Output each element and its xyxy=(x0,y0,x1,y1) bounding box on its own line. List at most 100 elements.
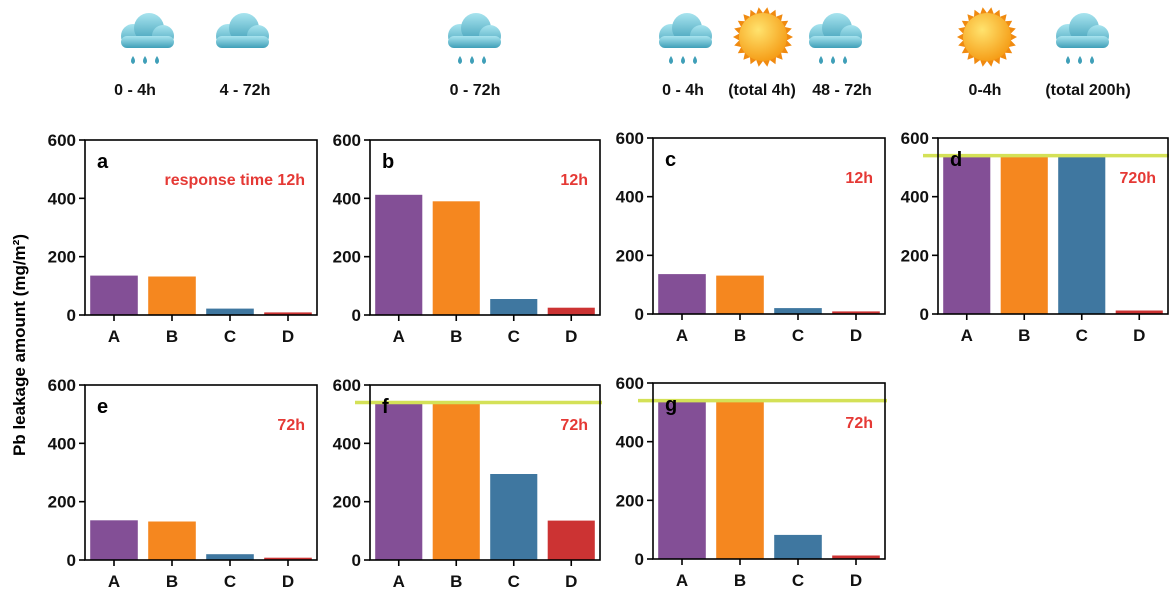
y-tick-label: 400 xyxy=(616,188,644,207)
chart-panel-c: 0 200 400 600 A B C Dc 12h xyxy=(616,129,886,345)
bar-D xyxy=(832,555,880,559)
x-tick-label: A xyxy=(961,326,973,345)
bar-B xyxy=(1000,155,1048,314)
x-tick-label: A xyxy=(393,327,405,346)
plot-frame xyxy=(652,137,886,315)
bar-B xyxy=(148,521,196,560)
y-tick-label: 200 xyxy=(48,493,76,512)
y-tick-label: 400 xyxy=(333,434,361,453)
y-tick-label: 200 xyxy=(901,246,929,265)
x-tick-label: A xyxy=(108,572,120,591)
response-time-label: response time 12h xyxy=(165,172,306,189)
panel-label: c xyxy=(665,149,676,171)
cloud-icon xyxy=(216,13,269,48)
bar-B xyxy=(716,275,764,314)
panel-label: e xyxy=(97,396,108,418)
bar-C xyxy=(774,534,822,559)
sun-icon xyxy=(957,7,1017,67)
x-tick-label: C xyxy=(224,327,236,346)
condition-label: 0-4h xyxy=(969,82,1002,99)
y-tick-label: 600 xyxy=(901,129,929,148)
bar-charts: 0 200 400 600 A B C Da response time 12h 0 200 400 6… xyxy=(48,129,1169,591)
chart-panel-f: 0 200 400 600 A B C Df 72h xyxy=(333,376,602,591)
y-tick-label: 200 xyxy=(616,246,644,265)
x-tick-label: C xyxy=(792,571,804,590)
panel-label: f xyxy=(382,396,389,418)
x-tick-label: B xyxy=(1018,326,1030,345)
chart-panel-e: 0 200 400 600 A B C De 72h xyxy=(48,376,318,591)
bar-D xyxy=(832,311,880,314)
y-tick-label: 0 xyxy=(635,305,644,324)
condition-label: 0 - 4h xyxy=(114,82,156,99)
y-tick-label: 400 xyxy=(48,434,76,453)
condition-label: 4 - 72h xyxy=(220,82,271,99)
y-tick-label: 400 xyxy=(48,189,76,208)
x-tick-label: D xyxy=(282,572,294,591)
x-tick-label: B xyxy=(734,326,746,345)
condition-label: (total 4h) xyxy=(728,82,796,99)
plot-frame xyxy=(84,139,318,316)
chart-panel-a: 0 200 400 600 A B C Da response time 12h xyxy=(48,131,318,346)
bar-B xyxy=(148,276,196,315)
x-tick-label: D xyxy=(282,327,294,346)
x-tick-label: D xyxy=(565,327,577,346)
x-tick-label: B xyxy=(166,327,178,346)
y-tick-label: 600 xyxy=(333,131,361,150)
y-tick-label: 600 xyxy=(48,131,76,150)
y-axis-label: Pb leakage amount (mg/m²) xyxy=(10,234,29,456)
bar-A xyxy=(375,194,423,315)
response-time-label: 72h xyxy=(845,415,873,432)
condition-label: 48 - 72h xyxy=(812,82,872,99)
condition-label: 0 - 4h xyxy=(662,82,704,99)
y-tick-label: 0 xyxy=(635,550,644,569)
bar-C xyxy=(774,308,822,314)
y-tick-label: 400 xyxy=(616,433,644,452)
x-tick-label: D xyxy=(850,326,862,345)
bar-D xyxy=(547,307,595,315)
bar-D xyxy=(1115,310,1163,314)
chart-panel-g: 0 200 400 600 A B C Dg 72h xyxy=(616,374,887,590)
plot-frame xyxy=(84,384,318,561)
y-tick-label: 0 xyxy=(352,551,361,570)
x-tick-label: C xyxy=(224,572,236,591)
bar-A xyxy=(658,274,706,314)
bar-B xyxy=(432,402,480,560)
x-tick-label: D xyxy=(850,571,862,590)
condition-label: (total 200h) xyxy=(1045,82,1130,99)
x-tick-label: A xyxy=(676,326,688,345)
x-tick-label: B xyxy=(450,572,462,591)
panel-label: b xyxy=(382,151,394,173)
y-tick-label: 200 xyxy=(333,248,361,267)
rain-cloud-icon xyxy=(809,13,862,64)
y-tick-label: 400 xyxy=(901,188,929,207)
y-tick-label: 600 xyxy=(616,129,644,148)
panel-label: d xyxy=(950,149,962,171)
y-tick-label: 0 xyxy=(352,306,361,325)
bar-A xyxy=(658,400,706,559)
bar-C xyxy=(206,308,254,315)
y-tick-label: 0 xyxy=(920,305,929,324)
x-tick-label: C xyxy=(1076,326,1088,345)
x-tick-label: D xyxy=(565,572,577,591)
bar-A xyxy=(375,402,423,560)
response-time-label: 72h xyxy=(277,417,305,434)
plot-frame xyxy=(369,384,601,561)
bar-C xyxy=(490,474,538,560)
chart-panel-d: 0 200 400 600 A B C Dd 720h xyxy=(901,129,1169,345)
y-tick-label: 0 xyxy=(67,306,76,325)
rain-cloud-icon xyxy=(121,13,174,64)
y-tick-label: 400 xyxy=(333,189,361,208)
rain-cloud-icon xyxy=(448,13,501,64)
chart-panel-b: 0 200 400 600 A B C Db 12h xyxy=(333,131,601,346)
x-tick-label: C xyxy=(508,572,520,591)
plot-frame xyxy=(652,382,886,560)
response-time-label: 72h xyxy=(560,417,588,434)
sun-icon xyxy=(733,7,793,67)
rain-cloud-icon xyxy=(1056,13,1109,64)
bar-C xyxy=(206,554,254,560)
panel-label: g xyxy=(665,394,677,416)
bar-B xyxy=(716,400,764,559)
x-tick-label: B xyxy=(450,327,462,346)
bar-D xyxy=(264,557,312,560)
x-tick-label: A xyxy=(393,572,405,591)
